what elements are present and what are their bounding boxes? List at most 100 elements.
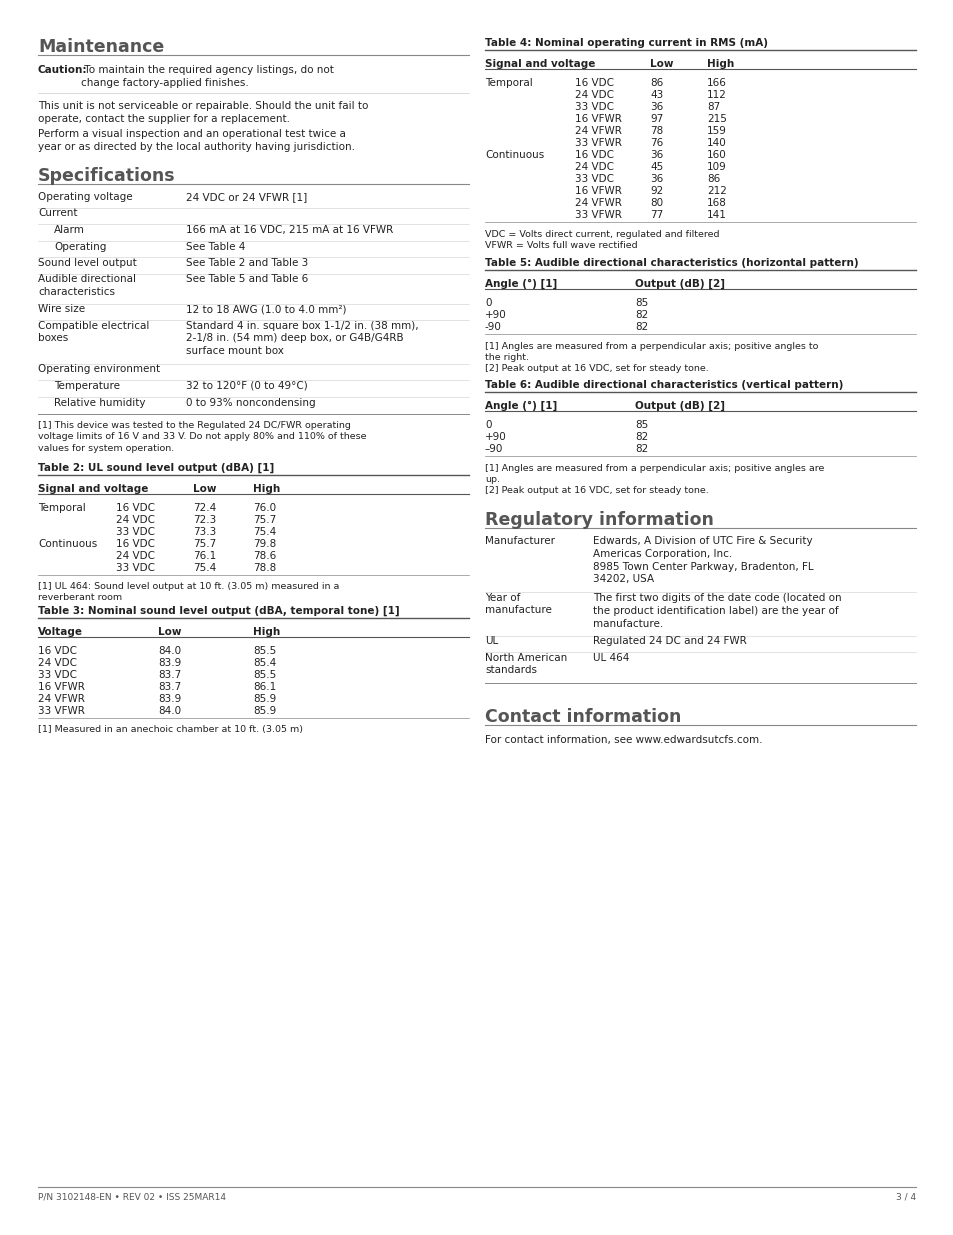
- Text: Regulated 24 DC and 24 FWR: Regulated 24 DC and 24 FWR: [593, 636, 746, 646]
- Text: North American
standards: North American standards: [484, 653, 567, 676]
- Text: Sound level output: Sound level output: [38, 258, 136, 268]
- Text: VDC = Volts direct current, regulated and filtered: VDC = Volts direct current, regulated an…: [484, 230, 719, 240]
- Text: 212: 212: [706, 186, 726, 196]
- Text: 82: 82: [635, 310, 648, 320]
- Text: 82: 82: [635, 432, 648, 442]
- Text: 215: 215: [706, 114, 726, 124]
- Text: 78: 78: [649, 126, 662, 136]
- Text: 33 VDC: 33 VDC: [116, 527, 154, 537]
- Text: High: High: [706, 59, 734, 69]
- Text: 79.8: 79.8: [253, 538, 276, 550]
- Text: 0 to 93% noncondensing: 0 to 93% noncondensing: [186, 398, 315, 408]
- Text: 33 VFWR: 33 VFWR: [38, 706, 85, 716]
- Text: [1] This device was tested to the Regulated 24 DC/FWR operating
voltage limits o: [1] This device was tested to the Regula…: [38, 421, 366, 453]
- Text: 12 to 18 AWG (1.0 to 4.0 mm²): 12 to 18 AWG (1.0 to 4.0 mm²): [186, 305, 346, 315]
- Text: Audible directional
characteristics: Audible directional characteristics: [38, 274, 136, 296]
- Text: UL 464: UL 464: [593, 653, 629, 663]
- Text: 36: 36: [649, 174, 662, 184]
- Text: Wire size: Wire size: [38, 305, 85, 315]
- Text: 83.7: 83.7: [158, 682, 181, 692]
- Text: -90: -90: [484, 322, 501, 332]
- Text: 82: 82: [635, 445, 648, 454]
- Text: 32 to 120°F (0 to 49°C): 32 to 120°F (0 to 49°C): [186, 382, 308, 391]
- Text: High: High: [253, 627, 280, 637]
- Text: P/N 3102148-EN • REV 02 • ISS 25MAR14: P/N 3102148-EN • REV 02 • ISS 25MAR14: [38, 1193, 226, 1202]
- Text: 16 VFWR: 16 VFWR: [575, 186, 621, 196]
- Text: 85.4: 85.4: [253, 658, 276, 668]
- Text: 33 VDC: 33 VDC: [116, 563, 154, 573]
- Text: 24 VDC: 24 VDC: [38, 658, 77, 668]
- Text: Contact information: Contact information: [484, 708, 680, 726]
- Text: 85.9: 85.9: [253, 694, 276, 704]
- Text: 43: 43: [649, 90, 662, 100]
- Text: [2] Peak output at 16 VDC, set for steady tone.: [2] Peak output at 16 VDC, set for stead…: [484, 364, 708, 373]
- Text: 24 VDC: 24 VDC: [116, 515, 154, 525]
- Text: 0: 0: [484, 420, 491, 430]
- Text: 0: 0: [484, 298, 491, 308]
- Text: 33 VDC: 33 VDC: [575, 103, 614, 112]
- Text: Regulatory information: Regulatory information: [484, 511, 713, 529]
- Text: 24 VFWR: 24 VFWR: [38, 694, 85, 704]
- Text: 87: 87: [706, 103, 720, 112]
- Text: Standard 4 in. square box 1-1/2 in. (38 mm),
2-1/8 in. (54 mm) deep box, or G4B/: Standard 4 in. square box 1-1/2 in. (38 …: [186, 321, 418, 356]
- Text: 36: 36: [649, 149, 662, 161]
- Text: 166 mA at 16 VDC, 215 mA at 16 VFWR: 166 mA at 16 VDC, 215 mA at 16 VFWR: [186, 225, 393, 235]
- Text: 77: 77: [649, 210, 662, 220]
- Text: 84.0: 84.0: [158, 646, 181, 656]
- Text: 83.7: 83.7: [158, 671, 181, 680]
- Text: 16 VFWR: 16 VFWR: [575, 114, 621, 124]
- Text: Signal and voltage: Signal and voltage: [38, 484, 149, 494]
- Text: 109: 109: [706, 162, 726, 172]
- Text: 33 VFWR: 33 VFWR: [575, 138, 621, 148]
- Text: [1] UL 464: Sound level output at 10 ft. (3.05 m) measured in a
reverberant room: [1] UL 464: Sound level output at 10 ft.…: [38, 582, 339, 603]
- Text: Temporal: Temporal: [484, 78, 532, 88]
- Text: VFWR = Volts full wave rectified: VFWR = Volts full wave rectified: [484, 241, 637, 249]
- Text: Alarm: Alarm: [54, 225, 85, 235]
- Text: Table 5: Audible directional characteristics (horizontal pattern): Table 5: Audible directional characteris…: [484, 258, 858, 268]
- Text: Table 2: UL sound level output (dBA) [1]: Table 2: UL sound level output (dBA) [1]: [38, 463, 274, 473]
- Text: [1] Angles are measured from a perpendicular axis; positive angles to
the right.: [1] Angles are measured from a perpendic…: [484, 342, 818, 362]
- Text: 78.8: 78.8: [253, 563, 276, 573]
- Text: Low: Low: [158, 627, 181, 637]
- Text: 86.1: 86.1: [253, 682, 276, 692]
- Text: Compatible electrical
boxes: Compatible electrical boxes: [38, 321, 150, 343]
- Text: Output (dB) [2]: Output (dB) [2]: [635, 279, 724, 289]
- Text: [1] Measured in an anechoic chamber at 10 ft. (3.05 m): [1] Measured in an anechoic chamber at 1…: [38, 725, 303, 734]
- Text: 76.0: 76.0: [253, 503, 275, 513]
- Text: 24 VDC: 24 VDC: [575, 90, 614, 100]
- Text: To maintain the required agency listings, do not
change factory-applied finishes: To maintain the required agency listings…: [81, 65, 334, 88]
- Text: 85: 85: [635, 420, 648, 430]
- Text: 16 VDC: 16 VDC: [116, 538, 154, 550]
- Text: 45: 45: [649, 162, 662, 172]
- Text: 24 VDC: 24 VDC: [116, 551, 154, 561]
- Text: Continuous: Continuous: [484, 149, 543, 161]
- Text: 33 VFWR: 33 VFWR: [575, 210, 621, 220]
- Text: [1] Angles are measured from a perpendicular axis; positive angles are
up.: [1] Angles are measured from a perpendic…: [484, 464, 823, 484]
- Text: Operating environment: Operating environment: [38, 364, 160, 374]
- Text: 75.7: 75.7: [253, 515, 276, 525]
- Text: 83.9: 83.9: [158, 694, 181, 704]
- Text: Edwards, A Division of UTC Fire & Security
Americas Corporation, Inc.
8985 Town : Edwards, A Division of UTC Fire & Securi…: [593, 536, 813, 584]
- Text: 75.7: 75.7: [193, 538, 216, 550]
- Text: 3 / 4: 3 / 4: [895, 1193, 915, 1202]
- Text: 78.6: 78.6: [253, 551, 276, 561]
- Text: 85.5: 85.5: [253, 671, 276, 680]
- Text: [2] Peak output at 16 VDC, set for steady tone.: [2] Peak output at 16 VDC, set for stead…: [484, 487, 708, 495]
- Text: 24 VDC or 24 VFWR [1]: 24 VDC or 24 VFWR [1]: [186, 191, 307, 203]
- Text: –90: –90: [484, 445, 503, 454]
- Text: Voltage: Voltage: [38, 627, 83, 637]
- Text: 166: 166: [706, 78, 726, 88]
- Text: 75.4: 75.4: [193, 563, 216, 573]
- Text: 82: 82: [635, 322, 648, 332]
- Text: This unit is not serviceable or repairable. Should the unit fail to
operate, con: This unit is not serviceable or repairab…: [38, 101, 368, 125]
- Text: 24 VFWR: 24 VFWR: [575, 126, 621, 136]
- Text: 141: 141: [706, 210, 726, 220]
- Text: 16 VDC: 16 VDC: [38, 646, 77, 656]
- Text: UL: UL: [484, 636, 497, 646]
- Text: 84.0: 84.0: [158, 706, 181, 716]
- Text: Output (dB) [2]: Output (dB) [2]: [635, 401, 724, 411]
- Text: Current: Current: [38, 209, 77, 219]
- Text: Manufacturer: Manufacturer: [484, 536, 555, 546]
- Text: 76.1: 76.1: [193, 551, 216, 561]
- Text: Angle (°) [1]: Angle (°) [1]: [484, 401, 557, 411]
